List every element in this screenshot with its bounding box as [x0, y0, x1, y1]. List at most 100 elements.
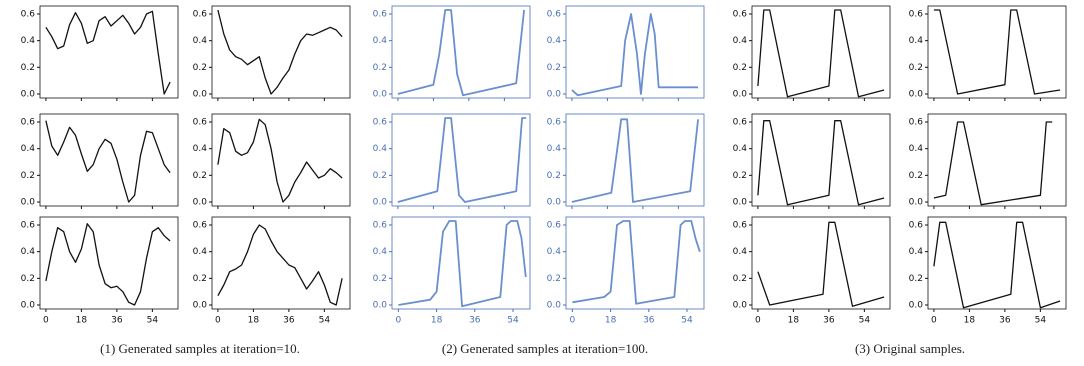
y-tick-label: 0.6 [909, 221, 924, 231]
y-tick-label: 0.0 [193, 198, 208, 208]
x-tick-label: 0 [215, 316, 221, 326]
x-tick-label: 0 [396, 316, 402, 326]
x-tick-label: 54 [507, 316, 519, 326]
series-line [217, 9, 343, 95]
plot-frame [39, 113, 179, 207]
y-tick-label: 0.6 [21, 10, 36, 20]
series-line [397, 9, 525, 97]
x-tick-label: 0 [43, 316, 49, 326]
y-tick-label: 0.2 [193, 171, 207, 181]
x-tick-label: 54 [147, 316, 159, 326]
y-tick-label: 0.6 [547, 221, 562, 231]
y-tick-label: 0.4 [21, 36, 36, 46]
y-tick-label: 0.0 [21, 90, 36, 100]
y-tick-label: 0.2 [21, 63, 35, 73]
series-line [933, 121, 1053, 206]
y-tick-label: 0.0 [733, 198, 748, 208]
y-tick-label: 0.0 [909, 198, 924, 208]
x-tick-label: 54 [1035, 316, 1047, 326]
y-tick-label: 0.0 [733, 90, 748, 100]
y-tick-label: 0.2 [547, 171, 561, 181]
y-tick-label: 0.0 [193, 90, 208, 100]
y-tick-label: 0.4 [373, 144, 388, 154]
y-tick-label: 0.6 [909, 10, 924, 20]
plot-frame [391, 216, 531, 310]
y-tick-label: 0.0 [21, 301, 36, 311]
y-tick-label: 0.4 [21, 144, 36, 154]
y-tick-label: 0.6 [547, 118, 562, 128]
plot-frame [39, 216, 179, 310]
y-tick-label: 0.0 [547, 301, 562, 311]
y-tick-label: 0.0 [373, 198, 388, 208]
y-tick-label: 0.4 [373, 247, 388, 257]
y-tick-label: 0.2 [373, 274, 387, 284]
y-tick-label: 0.2 [909, 171, 923, 181]
y-tick-label: 0.4 [547, 247, 562, 257]
y-tick-label: 0.2 [547, 274, 561, 284]
series-line [757, 221, 885, 307]
plot-frame [391, 5, 531, 99]
y-tick-label: 0.0 [193, 301, 208, 311]
y-tick-label: 0.6 [193, 221, 208, 231]
y-tick-label: 0.4 [373, 36, 388, 46]
y-tick-label: 0.2 [373, 63, 387, 73]
y-tick-label: 0.0 [21, 198, 36, 208]
y-tick-label: 0.6 [21, 118, 36, 128]
y-tick-label: 0.2 [21, 274, 35, 284]
y-tick-label: 0.6 [373, 118, 388, 128]
series-line [571, 13, 699, 97]
y-tick-label: 0.2 [733, 63, 747, 73]
y-tick-label: 0.2 [193, 274, 207, 284]
series-line [572, 220, 701, 305]
y-tick-label: 0.2 [909, 274, 923, 284]
y-tick-label: 0.4 [909, 144, 924, 154]
x-tick-label: 18 [605, 316, 617, 326]
plot-frame [211, 5, 351, 99]
plot-frame [927, 216, 1067, 310]
plot-frame [927, 5, 1067, 99]
plot-frame [927, 113, 1067, 207]
series-line [217, 224, 343, 306]
plot-frame [211, 216, 351, 310]
y-tick-label: 0.0 [373, 90, 388, 100]
y-tick-label: 0.6 [193, 118, 208, 128]
x-tick-label: 36 [469, 316, 481, 326]
series-line [757, 120, 885, 206]
y-tick-label: 0.6 [373, 221, 388, 231]
series-line [397, 117, 527, 203]
y-tick-label: 0.4 [21, 247, 36, 257]
y-tick-label: 0.6 [193, 10, 208, 20]
y-tick-label: 0.4 [193, 247, 208, 257]
y-tick-label: 0.0 [733, 301, 748, 311]
y-tick-label: 0.2 [373, 171, 387, 181]
x-tick-label: 54 [319, 316, 331, 326]
y-tick-label: 0.4 [547, 144, 562, 154]
x-tick-label: 18 [248, 316, 260, 326]
y-tick-label: 0.6 [373, 10, 388, 20]
y-tick-label: 0.4 [733, 247, 748, 257]
y-tick-label: 0.2 [909, 63, 923, 73]
x-tick-label: 0 [931, 316, 937, 326]
y-tick-label: 0.2 [733, 274, 747, 284]
y-tick-label: 0.6 [21, 221, 36, 231]
plot-frame [751, 216, 891, 310]
caption: (1) Generated samples at iteration=10. [100, 341, 300, 356]
y-tick-label: 0.0 [547, 198, 562, 208]
y-tick-label: 0.6 [733, 10, 748, 20]
plot-frame [39, 5, 179, 99]
x-tick-label: 54 [681, 316, 693, 326]
caption: (3) Original samples. [855, 341, 965, 356]
series-line [933, 221, 1061, 309]
series-line [45, 10, 171, 95]
plot-frame [211, 113, 351, 207]
y-tick-label: 0.4 [733, 144, 748, 154]
series-line [217, 118, 343, 203]
y-tick-label: 0.2 [193, 63, 207, 73]
x-tick-label: 36 [283, 316, 295, 326]
x-tick-label: 54 [859, 316, 871, 326]
series-line [398, 220, 527, 308]
y-tick-label: 0.0 [909, 90, 924, 100]
y-tick-label: 0.0 [909, 301, 924, 311]
x-tick-label: 36 [111, 316, 123, 326]
x-tick-label: 0 [755, 316, 761, 326]
